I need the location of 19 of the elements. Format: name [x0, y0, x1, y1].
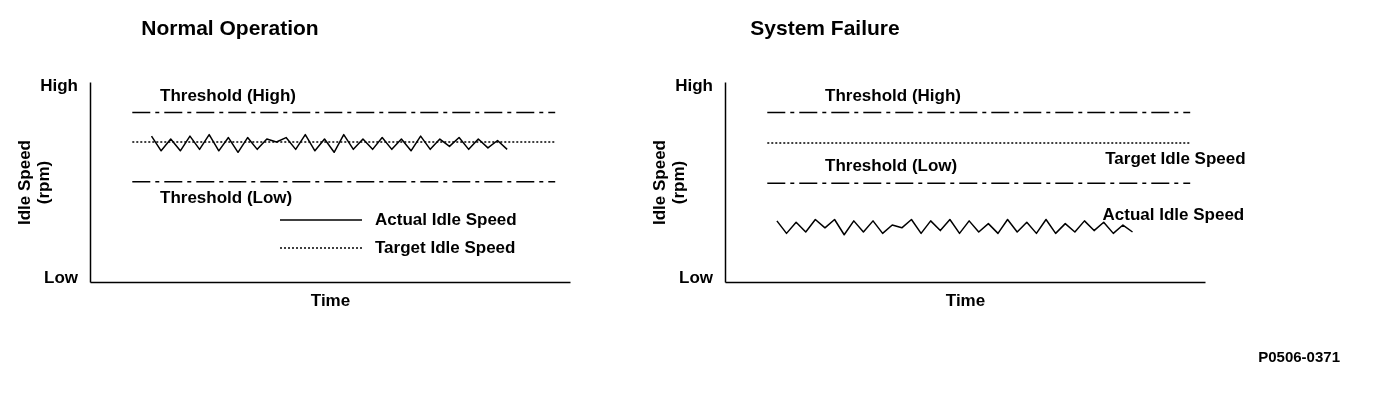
series-label: Target Idle Speed — [1105, 149, 1246, 169]
text: Low — [679, 268, 714, 287]
chart-title: System Failure — [750, 16, 900, 39]
legend-label: Target Idle Speed — [375, 238, 516, 257]
x-axis-title: Time — [310, 290, 351, 310]
series-label: Actual Idle Speed — [1102, 204, 1245, 224]
y-axis-title: Idle Speed (rpm) — [14, 139, 53, 226]
text: Low — [44, 268, 79, 287]
text: High — [40, 76, 78, 95]
legend-label: Actual Idle Speed — [375, 210, 517, 229]
x-axis-title: Time — [945, 290, 986, 310]
text: High — [675, 76, 713, 95]
ref-line-label: Threshold (Low) — [825, 156, 958, 176]
y-axis-title: Idle Speed (rpm) — [649, 139, 688, 226]
text: P0506-0371 — [1258, 348, 1340, 365]
ref-line-label: Threshold (Low) — [160, 187, 293, 207]
chart-title: Normal Operation — [141, 16, 319, 39]
ref-line-label: Threshold (High) — [825, 85, 961, 105]
ref-line-label: Threshold (High) — [160, 85, 296, 105]
